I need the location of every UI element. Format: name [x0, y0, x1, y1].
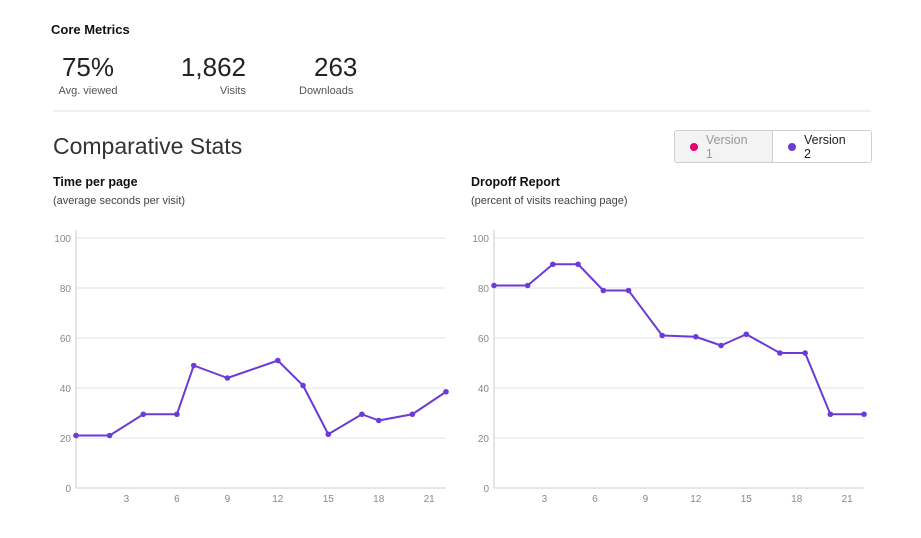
data-point — [743, 331, 750, 338]
metric-avg-viewed: 75% Avg. viewed — [55, 52, 121, 97]
y-tick-label: 20 — [60, 434, 72, 445]
data-point — [861, 411, 867, 418]
x-tick-label: 3 — [542, 494, 548, 505]
metric-label: Downloads — [299, 85, 354, 97]
data-point — [802, 350, 808, 356]
metric-label: Avg. viewed — [58, 85, 118, 97]
y-tick-label: 60 — [60, 334, 72, 345]
data-point — [106, 432, 113, 439]
x-tick-label: 3 — [124, 494, 130, 505]
x-tick-label: 9 — [225, 494, 231, 505]
series-line — [76, 359, 447, 437]
series-line — [494, 263, 864, 416]
chart-subtitle-time-per-page: (average seconds per visit) — [53, 195, 186, 207]
data-point — [73, 432, 79, 439]
y-tick-label: 100 — [54, 234, 71, 245]
y-tick-label: 80 — [478, 284, 490, 295]
chart-subtitle-dropoff-report: (percent of visits reaching page) — [471, 195, 628, 207]
data-point — [575, 261, 581, 268]
x-tick-label: 12 — [272, 494, 284, 505]
version-2-dot-icon — [788, 142, 796, 151]
x-tick-label: 15 — [323, 494, 335, 505]
chart-title-time-per-page: Time per page — [53, 175, 138, 189]
y-tick-label: 40 — [478, 384, 490, 395]
y-tick-label: 0 — [483, 484, 489, 495]
x-tick-label: 18 — [791, 494, 803, 505]
metric-value: 263 — [314, 52, 358, 82]
version-2-label: Version 2 — [803, 132, 846, 161]
metric-visits: 1,862 Visits — [180, 52, 246, 97]
x-tick-label: 6 — [592, 494, 598, 505]
data-point — [718, 342, 724, 349]
x-tick-label: 18 — [373, 494, 385, 505]
data-point — [300, 382, 306, 389]
chart-title-dropoff-report: Dropoff Report — [471, 175, 560, 189]
data-point — [777, 350, 783, 356]
y-tick-label: 60 — [478, 334, 490, 345]
data-point — [827, 411, 834, 418]
y-tick-label: 20 — [478, 434, 490, 445]
data-point — [550, 261, 556, 268]
x-tick-label: 21 — [842, 494, 854, 505]
version-2-button[interactable]: Version 2 — [772, 131, 871, 162]
y-tick-label: 0 — [65, 484, 71, 495]
x-tick-label: 12 — [690, 494, 702, 505]
section-divider — [53, 110, 871, 112]
data-point — [359, 411, 365, 418]
data-point — [224, 375, 231, 381]
metric-label: Visits — [219, 85, 246, 97]
comparative-stats-title: Comparative Stats — [53, 133, 243, 159]
y-tick-label: 100 — [472, 234, 489, 245]
data-point — [600, 287, 607, 294]
version-1-label: Version 1 — [705, 132, 748, 161]
version-toggle: Version 1 Version 2 — [674, 130, 872, 163]
data-point — [409, 411, 416, 418]
x-tick-label: 9 — [643, 494, 649, 505]
data-point — [659, 332, 665, 339]
x-tick-label: 15 — [741, 494, 753, 505]
data-point — [375, 417, 382, 424]
x-tick-label: 6 — [174, 494, 180, 505]
y-tick-label: 80 — [60, 284, 72, 295]
data-point — [524, 282, 531, 289]
metric-value: 1,862 — [180, 52, 246, 82]
data-point — [140, 411, 147, 418]
y-tick-label: 40 — [60, 384, 72, 395]
data-point — [443, 388, 449, 395]
data-point — [174, 411, 180, 418]
x-tick-label: 21 — [424, 494, 436, 505]
version-1-dot-icon — [690, 142, 698, 151]
data-point — [275, 357, 281, 364]
core-metrics-title: Core Metrics — [51, 22, 130, 37]
data-point — [625, 287, 632, 294]
data-point — [693, 333, 699, 340]
data-point — [190, 362, 197, 369]
metric-value: 75% — [61, 52, 115, 82]
metric-downloads: 263 Downloads — [299, 52, 365, 97]
data-point — [325, 431, 332, 438]
version-1-button[interactable]: Version 1 — [675, 131, 772, 162]
data-point — [491, 282, 497, 289]
